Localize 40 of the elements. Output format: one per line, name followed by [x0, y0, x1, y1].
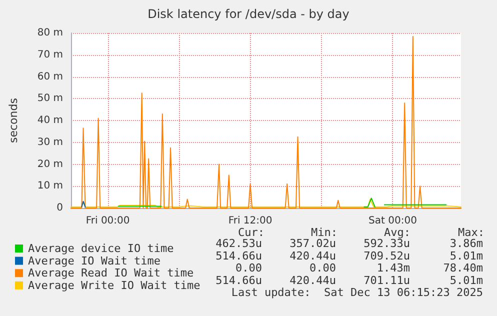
text: 420.44u — [290, 249, 336, 262]
text: Max: — [458, 226, 484, 239]
text: Min: — [311, 226, 338, 239]
text: 514.66u — [216, 249, 262, 262]
y-tick-label: 30 m — [37, 136, 63, 148]
text: 701.11u — [364, 274, 410, 287]
text: 592.33u — [364, 237, 410, 250]
x-tick-label: Fri 00:00 — [86, 216, 130, 226]
text: 709.52u — [364, 249, 410, 262]
text: 1.43m — [376, 262, 410, 275]
text: 5.01m — [450, 274, 484, 287]
text: Cur: — [238, 226, 264, 239]
x-tick-label: Sat 00:00 — [368, 216, 417, 226]
legend-label: Average device IO time — [28, 242, 174, 255]
text: 514.66u — [216, 274, 262, 287]
text: 357.02u — [290, 237, 336, 250]
legend-label: Average Write IO Wait time — [28, 278, 200, 292]
y-tick-label: 10 m — [37, 180, 63, 192]
text: 78.40m — [443, 262, 484, 275]
y-tick-label: 0 — [56, 202, 63, 214]
y-tick-label: 60 m — [37, 71, 63, 82]
chart-title: Disk latency for /dev/sda - by day — [148, 7, 350, 21]
legend-label: Average Read IO Wait time — [28, 266, 194, 280]
y-tick-label: 40 m — [37, 115, 63, 126]
y-tick-label: 20 m — [37, 158, 63, 170]
text: 0.00 — [310, 262, 336, 275]
text: Avg: — [384, 226, 410, 239]
text: 462.53u — [216, 237, 262, 250]
y-tick-label: 70 m — [37, 49, 63, 60]
text: 0.00 — [236, 262, 262, 275]
text: 420.44u — [290, 274, 336, 287]
x-tick-label: Fri 12:00 — [228, 216, 272, 226]
text: 5.01m — [450, 249, 484, 262]
text: Last update: Sat Dec 13 06:15:23 2025 — [231, 286, 483, 299]
y-axis-title: seconds — [7, 98, 20, 143]
text: 3.86m — [450, 237, 484, 250]
y-tick-label: 50 m — [37, 93, 63, 104]
legend-label: Average IO Wait time — [28, 254, 160, 268]
line-series — [70, 36, 462, 208]
y-tick-label: 80 m — [37, 28, 63, 38]
